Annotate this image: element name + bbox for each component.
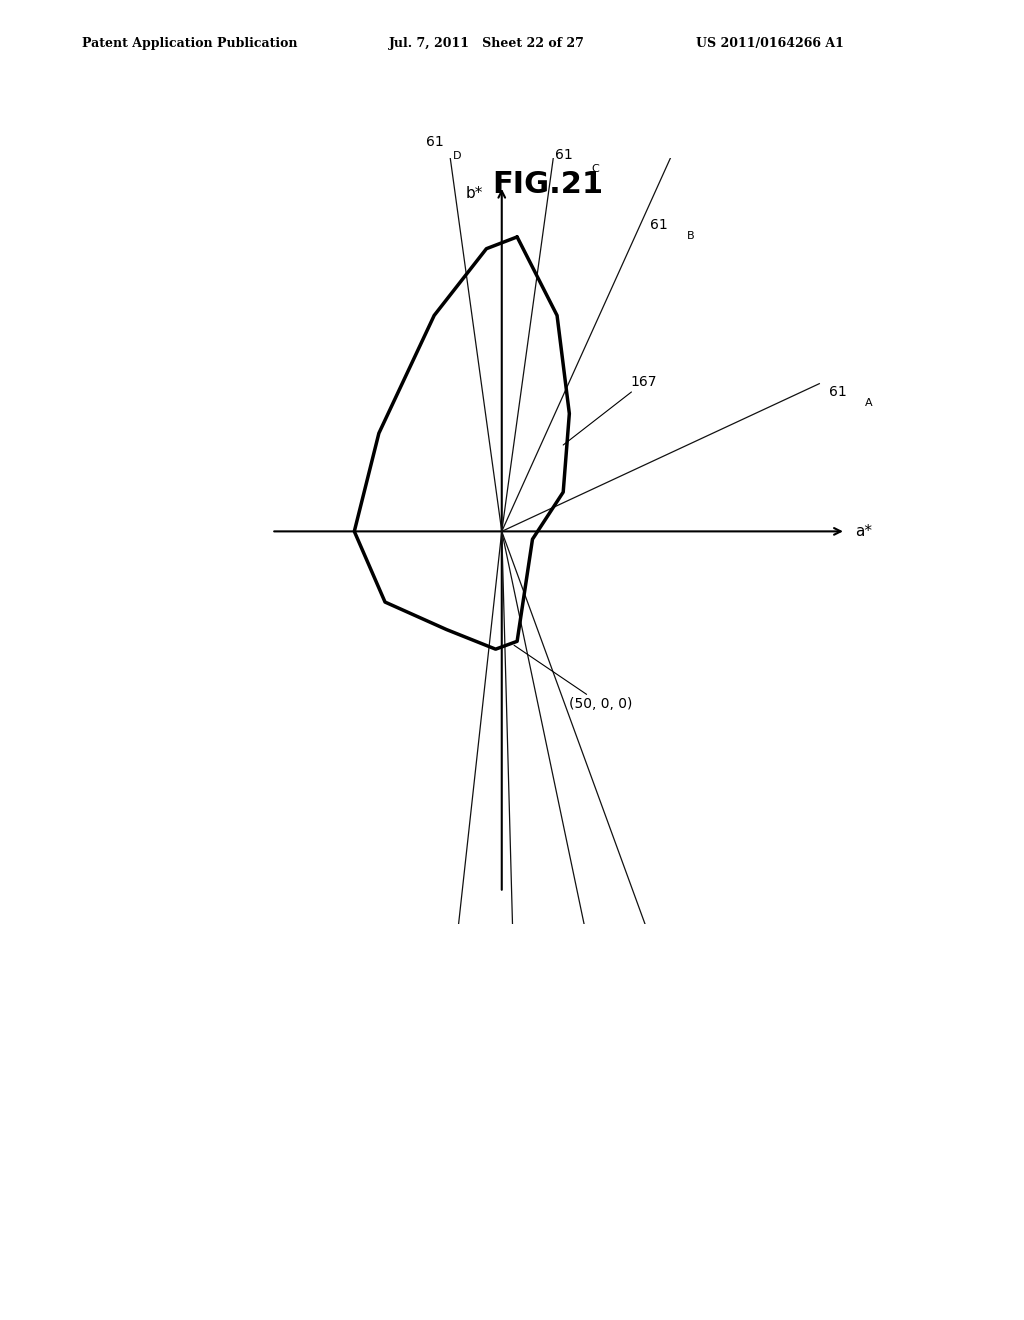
Text: b*: b*: [466, 186, 483, 201]
Text: Patent Application Publication: Patent Application Publication: [82, 37, 297, 50]
Text: a*: a*: [855, 524, 872, 539]
Text: FIG.21: FIG.21: [493, 170, 603, 199]
Text: A: A: [865, 399, 873, 408]
Text: US 2011/0164266 A1: US 2011/0164266 A1: [696, 37, 844, 50]
Text: (50, 0, 0): (50, 0, 0): [514, 645, 633, 711]
Text: 61: 61: [555, 148, 572, 162]
Text: 61: 61: [828, 384, 846, 399]
Text: 61: 61: [426, 135, 444, 149]
Text: D: D: [454, 150, 462, 161]
Text: 167: 167: [563, 375, 657, 445]
Text: B: B: [686, 231, 694, 242]
Text: 61: 61: [649, 218, 668, 232]
Text: C: C: [592, 164, 599, 174]
Text: Jul. 7, 2011   Sheet 22 of 27: Jul. 7, 2011 Sheet 22 of 27: [389, 37, 585, 50]
